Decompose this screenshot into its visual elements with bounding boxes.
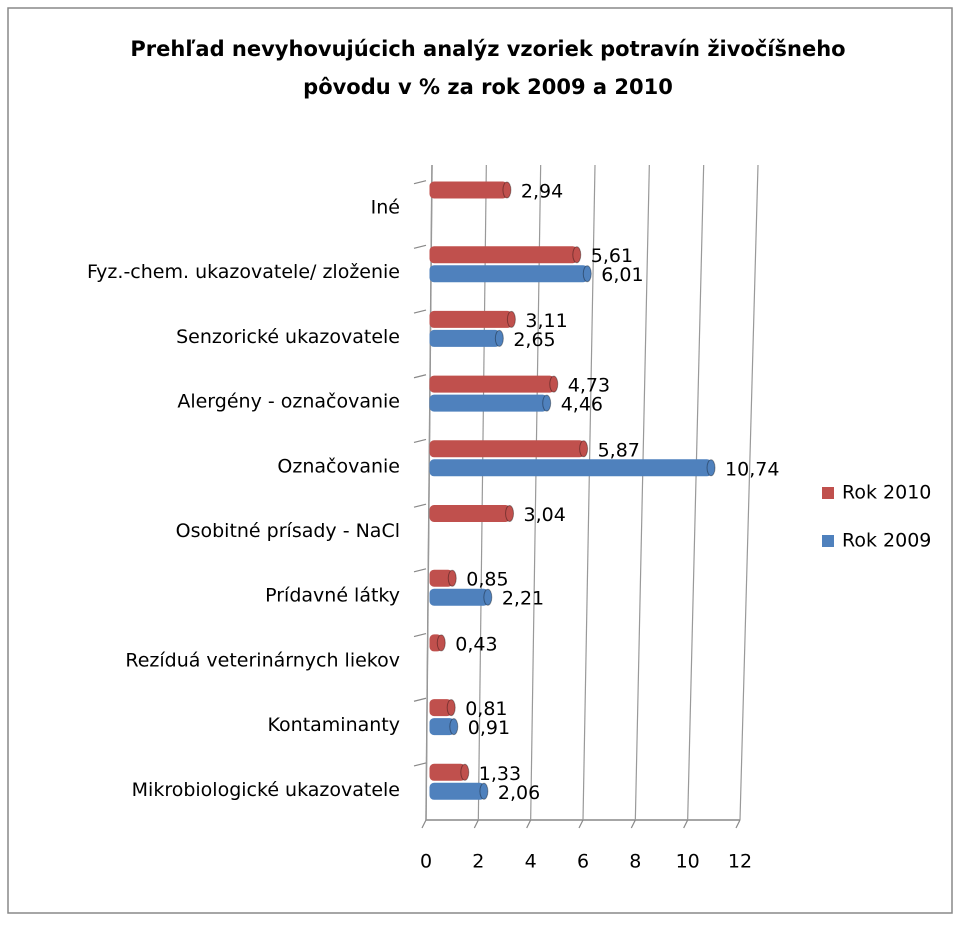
- bar: [429, 763, 466, 781]
- bar: [429, 310, 512, 328]
- x-tick-label: 6: [577, 851, 589, 873]
- x-tick-label: 12: [728, 851, 752, 873]
- data-label: 2,21: [502, 588, 544, 610]
- bar-cap: [494, 329, 504, 347]
- chart-title: Prehľad nevyhovujúcich analýz vzoriek po…: [130, 37, 845, 61]
- y-tick-label: Mikrobiologické ukazovatele: [132, 779, 400, 801]
- bar-cap: [502, 181, 512, 199]
- bar-cap: [542, 394, 552, 412]
- bar: [429, 329, 500, 347]
- tick-mark: [413, 438, 427, 444]
- data-label: 2,06: [498, 782, 540, 804]
- bar-cap: [572, 246, 582, 264]
- chart-title: pôvodu v % za rok 2009 a 2010: [303, 75, 673, 99]
- y-tick-label: Alergény - označovanie: [177, 391, 400, 413]
- tick-mark: [413, 244, 427, 249]
- bar: [429, 459, 712, 477]
- x-tick-label: 8: [629, 851, 641, 873]
- data-label: 4,46: [561, 394, 603, 416]
- data-label: 0,85: [466, 569, 508, 591]
- y-tick-label: Kontaminanty: [268, 714, 400, 736]
- bar-cap: [483, 588, 493, 606]
- data-label: 4,73: [568, 375, 610, 397]
- tick-mark: [578, 819, 584, 829]
- bar: [429, 588, 489, 606]
- data-label: 10,74: [725, 458, 779, 480]
- grid-line: [634, 164, 650, 821]
- y-tick-label: Osobitné prísady - NaCl: [176, 520, 400, 542]
- tick-mark: [473, 819, 479, 829]
- data-label: 0,91: [468, 717, 510, 739]
- tick-mark: [735, 819, 741, 829]
- tick-mark: [413, 374, 427, 379]
- bar-cap: [479, 782, 489, 800]
- bar-cap: [446, 699, 456, 717]
- bar-cap: [449, 718, 459, 736]
- bar-cap: [706, 459, 716, 477]
- data-label: 6,01: [601, 264, 643, 286]
- tick-mark: [526, 819, 532, 829]
- legend-label: Rok 2010: [842, 482, 931, 504]
- bar: [429, 265, 588, 283]
- tick-mark: [413, 632, 427, 638]
- data-label: 1,33: [479, 763, 521, 785]
- bar-cap: [549, 375, 559, 393]
- bar-cap: [505, 505, 515, 522]
- bar: [429, 394, 548, 412]
- data-label: 5,87: [598, 439, 640, 461]
- data-label: 0,43: [455, 633, 497, 655]
- bar-cap: [460, 763, 470, 781]
- bar-cap: [506, 310, 516, 328]
- bar: [429, 440, 585, 458]
- tick-mark: [413, 180, 427, 185]
- tick-mark: [413, 697, 427, 702]
- grid-line: [582, 164, 596, 821]
- bar-cap: [582, 265, 592, 283]
- legend-label: Rok 2009: [842, 530, 931, 552]
- data-label: 3,11: [525, 310, 567, 332]
- data-label: 0,81: [465, 698, 507, 720]
- data-label: 2,94: [521, 181, 563, 203]
- bar: [429, 246, 578, 264]
- x-tick-label: 10: [676, 851, 700, 873]
- y-tick-label: Senzorické ukazovatele: [176, 326, 400, 348]
- x-tick-label: 4: [525, 851, 537, 873]
- grid-line: [739, 164, 759, 821]
- tick-mark: [683, 819, 689, 829]
- data-label: 5,61: [591, 245, 633, 267]
- x-tick-label: 2: [472, 851, 484, 873]
- bar: [429, 375, 555, 393]
- tick-mark: [630, 819, 636, 829]
- y-tick-label: Fyz.-chem. ukazovatele/ zloženie: [87, 261, 400, 283]
- x-tick-label: 0: [420, 851, 432, 873]
- y-tick-label: Iné: [371, 197, 400, 219]
- grid-line: [687, 164, 705, 821]
- legend-swatch: [822, 535, 834, 547]
- bar-cap: [447, 569, 457, 587]
- tick-mark: [413, 503, 427, 508]
- bar-cap: [436, 634, 446, 652]
- y-tick-label: Prídavné látky: [265, 585, 400, 607]
- tick-mark: [413, 762, 427, 767]
- bar: [429, 505, 511, 522]
- data-label: 2,65: [513, 329, 555, 351]
- tick-mark: [421, 819, 427, 829]
- tick-mark: [413, 309, 427, 314]
- y-tick-label: Označovanie: [277, 455, 400, 477]
- y-tick-label: Rezíduá veterinárnych liekov: [125, 649, 400, 671]
- bar: [429, 782, 485, 800]
- legend-swatch: [822, 487, 834, 499]
- data-label: 3,04: [524, 504, 566, 526]
- bar: [429, 181, 508, 199]
- bar-cap: [579, 440, 589, 458]
- tick-mark: [413, 568, 427, 573]
